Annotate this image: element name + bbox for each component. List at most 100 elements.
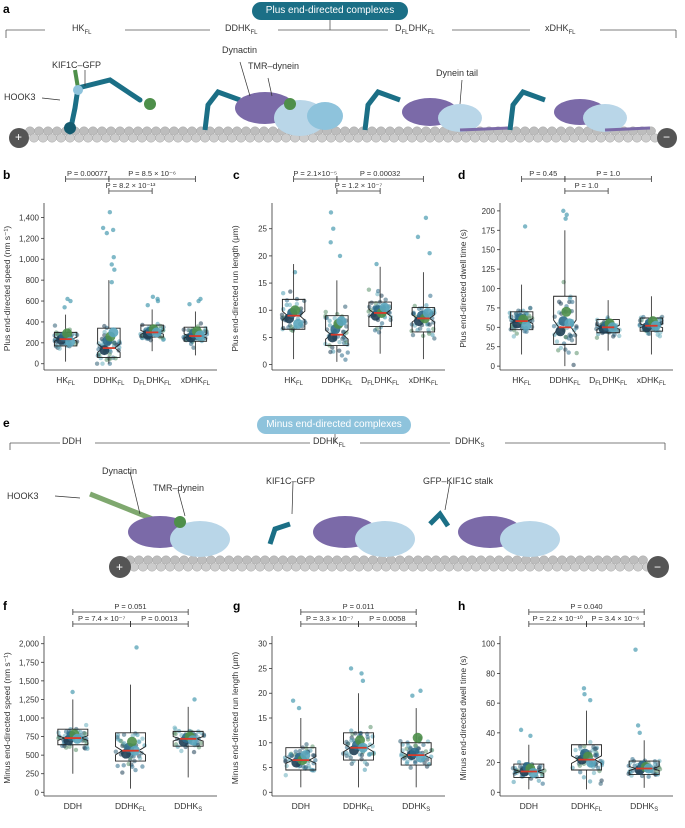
- data-point: [563, 334, 568, 340]
- y-tick-label: 15: [258, 714, 267, 723]
- data-point: [558, 301, 564, 306]
- data-point: [117, 339, 122, 344]
- x-tick-label: DDHKS: [402, 801, 430, 813]
- y-axis-label: Minus end-directed dwell time (s): [458, 655, 468, 780]
- replicate-mean: [528, 767, 539, 778]
- category-group: [637, 296, 665, 355]
- p-value-label: P = 2.1×10⁻⁵: [293, 169, 337, 178]
- data-point: [366, 287, 372, 292]
- data-point: [56, 730, 61, 735]
- tubulin-subunit: [638, 555, 648, 565]
- panel-b-letter: b: [3, 168, 11, 182]
- y-tick-label: 25: [258, 225, 267, 234]
- x-tick-label: DDHKS: [174, 801, 202, 813]
- outlier-point: [296, 705, 302, 711]
- outlier-point: [581, 686, 587, 691]
- panel-h-letter: h: [458, 599, 466, 613]
- data-point: [343, 304, 348, 309]
- panel-a-group-ddhk: DDHKFL: [225, 23, 258, 36]
- category-group: [113, 645, 147, 789]
- panel-a-plus-sign: +: [15, 130, 23, 144]
- data-point: [349, 761, 354, 766]
- category-group: [138, 294, 166, 352]
- panel-a-annot-hook3: HOOK3: [4, 92, 36, 102]
- category-group: [507, 224, 535, 355]
- data-point: [345, 350, 350, 355]
- panel-e-annot-kif1c: KIF1C–GFP: [266, 476, 316, 486]
- data-point: [100, 361, 105, 366]
- data-point: [516, 760, 522, 765]
- data-point: [353, 731, 358, 736]
- p-value-label: P = 3.3 × 10⁻⁷: [306, 614, 354, 623]
- outlier-point: [337, 253, 343, 259]
- data-point: [115, 763, 120, 769]
- data-point: [115, 737, 121, 742]
- p-value-label: P = 2.2 × 10⁻¹⁰: [533, 614, 583, 623]
- data-point: [430, 332, 435, 338]
- data-point: [136, 739, 141, 744]
- box: [115, 732, 146, 762]
- data-point: [566, 350, 571, 355]
- data-point: [568, 333, 573, 339]
- data-point: [83, 722, 89, 728]
- data-point: [349, 728, 354, 733]
- data-point: [379, 321, 385, 326]
- data-point: [288, 752, 293, 757]
- panel-e-schematic: [9, 434, 669, 578]
- data-point: [130, 764, 135, 769]
- data-point: [404, 746, 409, 752]
- panel-e-annot-tmr-dynein: TMR–dynein: [153, 483, 205, 493]
- x-tick-label: xDHKFL: [181, 375, 211, 387]
- x-tick-label: DDHKFL: [93, 375, 125, 387]
- data-point: [332, 316, 337, 321]
- outlier-point: [62, 305, 67, 310]
- y-tick-label: 0: [35, 360, 40, 369]
- data-point: [563, 347, 568, 352]
- data-point: [511, 779, 516, 785]
- chart-f: 0 250 500 750 1,000 1,250 1,500 1,750 2,000 Minus…: [2, 602, 217, 813]
- y-tick-label: 1,200: [19, 234, 40, 243]
- data-point: [367, 752, 372, 757]
- chart-h: 0 20 40 60 80 100 Minus end-directed dwell tim…: [458, 602, 673, 813]
- data-point: [313, 758, 318, 763]
- outlier-point: [518, 727, 524, 733]
- replicate-mean: [564, 318, 575, 329]
- data-point: [594, 753, 599, 759]
- data-point: [647, 331, 652, 337]
- replicate-mean: [336, 316, 347, 327]
- x-tick-label: DDHKFL: [549, 375, 581, 387]
- panel-a-arrows: [41, 61, 463, 105]
- panel-e-plus-sign: +: [116, 560, 124, 574]
- outlier-point: [107, 210, 113, 215]
- y-tick-label: 600: [26, 297, 40, 306]
- data-point: [369, 300, 374, 305]
- x-tick-label: DDHKFL: [571, 801, 603, 813]
- y-tick-label: 500: [26, 751, 40, 760]
- y-tick-label: 1,400: [19, 213, 40, 222]
- data-point: [102, 323, 107, 329]
- panel-a-complexes: [64, 69, 651, 136]
- replicate-mean: [379, 302, 390, 313]
- data-point: [304, 742, 309, 747]
- replicate-mean: [415, 752, 426, 763]
- data-point: [137, 756, 143, 761]
- data-point: [611, 334, 616, 339]
- x-tick-label: xDHKFL: [637, 375, 667, 387]
- category-group: [340, 666, 376, 788]
- y-tick-label: 40: [486, 729, 495, 738]
- y-tick-label: 125: [482, 265, 496, 274]
- data-point: [203, 325, 208, 331]
- data-point: [432, 336, 437, 341]
- panel-e-group-ddhk-s: DDHKS: [455, 436, 485, 449]
- replicate-mean: [422, 307, 433, 318]
- data-point: [85, 746, 90, 751]
- data-point: [359, 756, 364, 762]
- data-point: [284, 298, 290, 303]
- data-point: [303, 765, 308, 770]
- data-point: [409, 328, 414, 334]
- y-tick-label: 20: [258, 689, 267, 698]
- replicate-mean: [412, 732, 423, 743]
- data-point: [426, 327, 431, 332]
- outlier-point: [150, 294, 156, 300]
- outlier-point: [374, 261, 379, 267]
